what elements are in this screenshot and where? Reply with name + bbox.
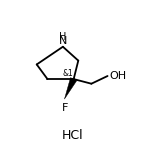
Text: N: N [59, 36, 67, 46]
Text: OH: OH [109, 71, 126, 81]
Text: H: H [59, 32, 67, 42]
Polygon shape [64, 78, 77, 99]
Text: HCl: HCl [62, 129, 84, 142]
Text: F: F [62, 103, 68, 113]
Text: &1: &1 [62, 69, 73, 78]
